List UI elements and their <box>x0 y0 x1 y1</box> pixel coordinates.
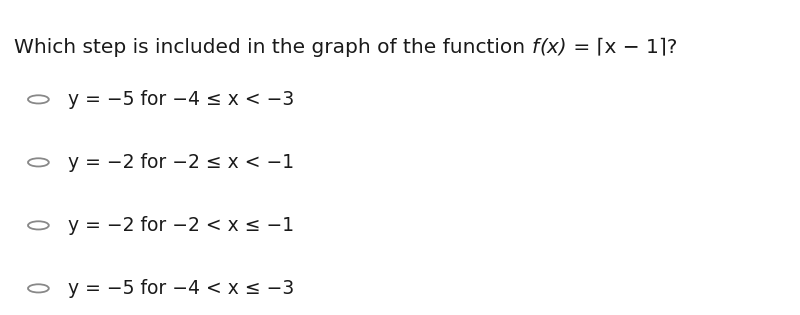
Text: (x): (x) <box>539 38 566 57</box>
Text: y = −2 for −2 ≤ x < −1: y = −2 for −2 ≤ x < −1 <box>68 153 294 172</box>
Text: y = −5 for −4 ≤ x < −3: y = −5 for −4 ≤ x < −3 <box>68 90 294 109</box>
Text: f: f <box>532 38 539 57</box>
Text: = ⌈x − 1⌉?: = ⌈x − 1⌉? <box>566 38 677 57</box>
Text: y = −2 for −2 < x ≤ −1: y = −2 for −2 < x ≤ −1 <box>68 216 294 235</box>
Text: y = −5 for −4 < x ≤ −3: y = −5 for −4 < x ≤ −3 <box>68 279 294 298</box>
Text: Which step is included in the graph of the function: Which step is included in the graph of t… <box>14 38 532 57</box>
